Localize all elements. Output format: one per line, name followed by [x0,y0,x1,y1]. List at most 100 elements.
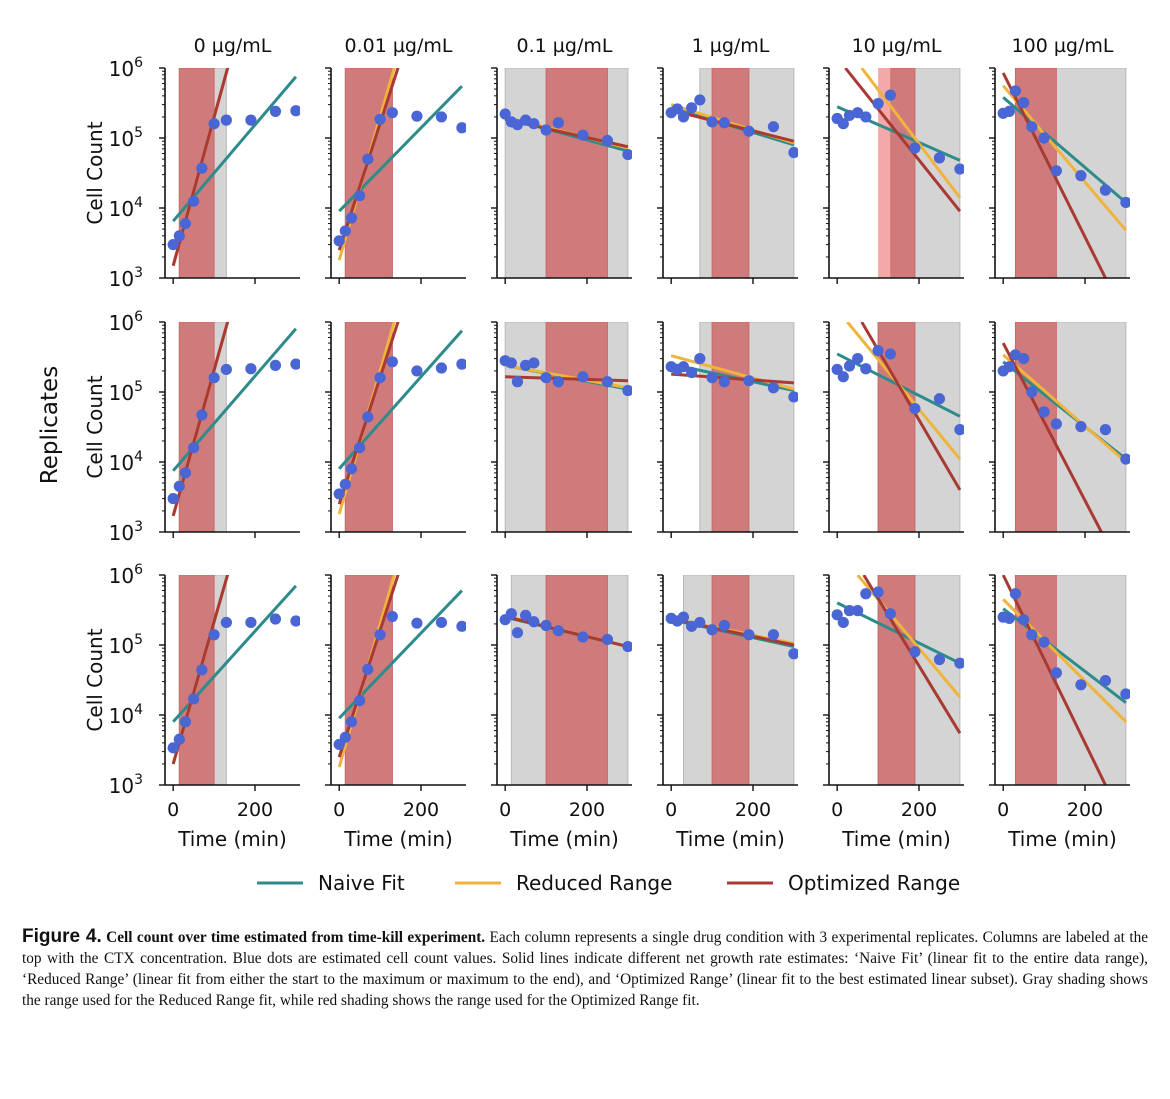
data-point [173,480,185,492]
data-point [1120,688,1130,700]
data-point [767,382,780,394]
optimized-range-shade [178,68,215,278]
data-point [1050,418,1062,430]
optimized-range-line [171,575,230,765]
y-axis-label: Cell Count [83,628,107,731]
caption-text: Each column represents a single drug con… [22,929,1149,1009]
data-point [860,363,872,375]
data-point [954,163,964,175]
data-point [188,195,200,207]
data-point [837,371,849,383]
y-tick-label: 105 [109,379,143,405]
data-point [852,353,864,365]
data-point [290,105,300,117]
data-point [843,605,856,617]
y-tick-exponent: 6 [134,562,143,578]
data-point [179,716,192,728]
data-point [601,134,614,147]
y-tick-exponent: 6 [134,55,143,71]
panel-plot-area [997,322,1130,532]
data-point [622,640,632,653]
optimized-range-line [670,108,795,143]
panel-plot-area [665,68,798,278]
data-point [1018,353,1030,365]
y-tick-exponent: 4 [134,702,143,718]
column-title: 0.01 µg/mL [345,35,453,57]
data-point [577,631,589,643]
data-point [677,611,690,623]
data-point [788,648,798,660]
legend-label: Optimized Range [788,871,960,895]
data-point [860,588,872,600]
data-point [208,629,220,641]
y-tick-label: 103 [109,519,143,545]
x-axis-label: Time (min) [509,827,619,851]
data-point [1075,170,1087,182]
panel-plot-area [333,322,466,532]
panel: 0 200 Time (min) [491,574,632,851]
figure-caption: Figure 4. Cell count over time estimated… [22,926,1148,1011]
data-point [345,212,358,224]
y-tick-label: 105 [109,632,143,658]
y-tick-label: 106 [109,309,143,335]
panel-plot-area [333,68,466,278]
data-point [1018,97,1030,109]
data-point [196,409,208,421]
data-point [386,107,398,119]
x-tick-label: 0 [167,799,179,821]
x-axis-label: Time (min) [841,827,951,851]
data-point [552,117,564,129]
panel [823,321,964,538]
data-point [345,716,358,728]
optimized-range-shade [545,68,608,278]
data-point [601,376,614,388]
data-point [290,615,300,627]
data-point [362,153,374,165]
legend-label: Naive Fit [318,871,405,895]
panel-plot-area [499,322,632,532]
data-point [872,98,884,110]
data-point [386,356,398,368]
optimized-range-shade [889,68,916,278]
data-point [686,366,698,379]
x-tick-label: 0 [499,799,511,821]
data-point [1099,184,1112,196]
y-tick-exponent: 4 [134,195,143,211]
panel: 0 200 Time (min) [989,574,1130,851]
data-point [694,616,706,629]
data-point [411,110,423,122]
data-point [577,371,589,383]
data-point [743,629,755,641]
legend: Naive Fit Reduced Range Optimized Range [257,871,960,895]
optimized-range-shade [877,322,916,532]
data-point [167,239,179,251]
data-point [671,103,683,115]
data-point [718,376,730,388]
data-point [362,663,374,675]
data-point [173,733,185,745]
data-point [622,148,632,161]
x-tick-label: 0 [831,799,843,821]
column-title: 1 µg/mL [692,35,770,57]
data-point [872,345,884,357]
y-tick-label: 105 [109,125,143,151]
x-tick-label: 200 [735,799,771,821]
data-point [196,664,208,676]
panel: 0 200 Time (min) [325,574,466,851]
y-tick-exponent: 3 [134,519,143,535]
panel-plot-area [499,575,632,785]
data-point [933,393,946,405]
data-point [386,610,398,623]
data-point [269,613,282,625]
optimized-range-shade [545,322,608,532]
data-point [1075,421,1087,433]
data-point [540,372,552,384]
optimized-range-shade [711,575,750,785]
panel: 0 200 103 104 105 106 Time (min) Cell Count [83,562,300,851]
panel [325,67,466,284]
data-point [860,111,872,123]
data-point [505,357,517,369]
data-point [909,142,921,154]
data-point [706,116,718,128]
